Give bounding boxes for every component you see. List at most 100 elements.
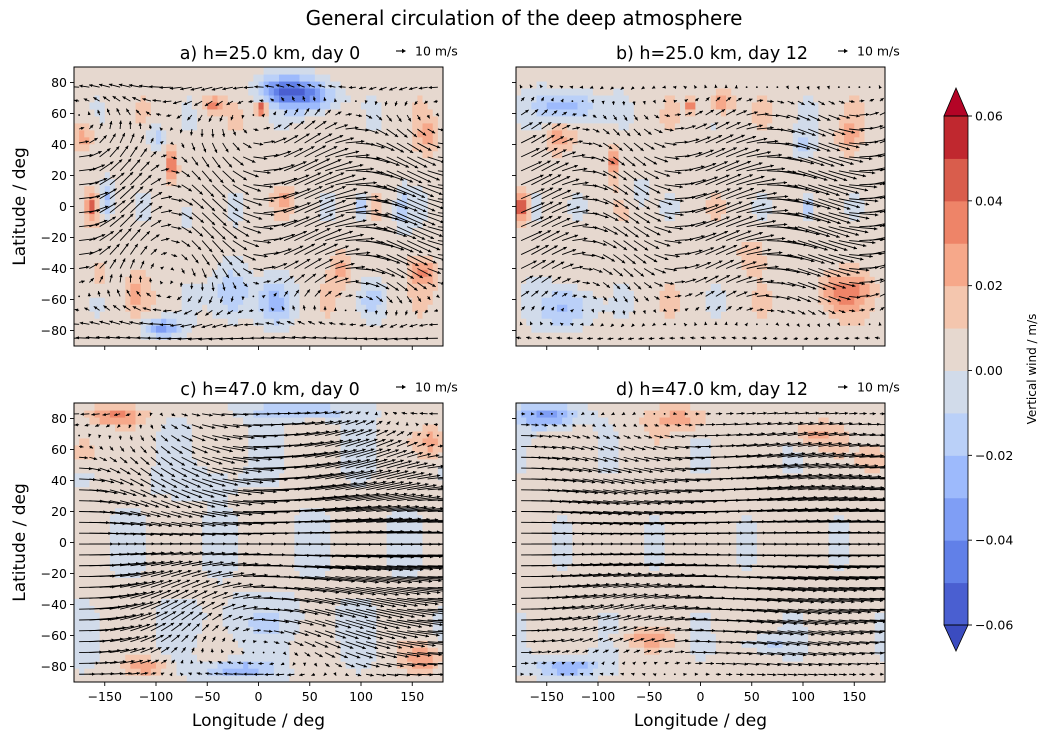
contour-cell (94, 199, 101, 208)
contour-cell (427, 143, 434, 152)
contour-cell (115, 318, 121, 326)
contour-cell (320, 108, 326, 117)
contour-cell (396, 332, 403, 340)
wind-vector (79, 84, 90, 88)
wind-vector (304, 258, 322, 269)
contour-cell (849, 297, 855, 305)
wind-vector (253, 128, 259, 132)
contour-cell (695, 248, 702, 256)
contour-cell (130, 143, 137, 152)
contour-cell (639, 297, 645, 305)
contour-cell (84, 199, 90, 208)
contour-cell (864, 325, 871, 333)
contour-cell (156, 192, 162, 201)
contour-cell (161, 80, 167, 89)
contour-cell (869, 213, 876, 222)
contour-cell (166, 73, 172, 82)
contour-cell (516, 332, 522, 340)
wind-vector (176, 114, 182, 119)
contour-cell (181, 304, 188, 312)
contour-cell (166, 199, 172, 208)
contour-cell (787, 311, 794, 319)
contour-cell (598, 227, 604, 235)
contour-cell (741, 304, 748, 312)
contour-cell (715, 234, 722, 242)
contour-cell (849, 283, 855, 291)
contour-cell (171, 227, 178, 235)
contour-cell (120, 276, 126, 284)
contour-cell (551, 269, 558, 277)
wind-vector (427, 128, 436, 134)
contour-cell (813, 213, 819, 222)
contour-cell (202, 262, 208, 270)
contour-cell (217, 185, 224, 194)
wind-vector (163, 309, 172, 313)
contour-cell (376, 213, 383, 222)
contour-cell (366, 290, 372, 298)
contour-cell (166, 164, 172, 173)
contour-cell (181, 283, 188, 291)
contour-cell (284, 262, 290, 270)
contour-cell (186, 94, 193, 103)
contour-cell (516, 276, 522, 284)
contour-cell (156, 108, 162, 117)
contour-cell (715, 339, 722, 346)
contour-cell (335, 262, 342, 270)
contour-cell (633, 241, 640, 249)
contour-cell (710, 290, 717, 298)
contour-cell (115, 255, 121, 263)
contour-cell (391, 101, 398, 110)
contour-cell (222, 171, 229, 180)
contour-cell (562, 311, 568, 319)
wind-vector (273, 124, 282, 130)
contour-cell (531, 206, 538, 215)
contour-cell (284, 157, 290, 166)
contour-cell (335, 73, 342, 82)
contour-cell (335, 276, 342, 284)
wind-vector (212, 323, 223, 328)
contour-cell (350, 241, 357, 249)
contour-cell (355, 220, 362, 229)
contour-cell (582, 304, 589, 312)
contour-cell (248, 255, 254, 263)
contour-cell (516, 255, 522, 263)
contour-cell (135, 269, 142, 277)
contour-cell (330, 241, 336, 249)
contour-cell (818, 276, 825, 284)
contour-cell (335, 283, 342, 291)
contour-cell (145, 213, 152, 222)
contour-cell (150, 199, 157, 208)
contour-cell (381, 339, 388, 346)
contour-cell (618, 318, 625, 326)
wind-vector (379, 86, 387, 91)
contour-cell (726, 297, 732, 305)
wind-vector (128, 121, 132, 130)
contour-cell (345, 108, 352, 117)
contour-cell (238, 108, 244, 117)
contour-cell (705, 311, 712, 319)
contour-cell (422, 164, 429, 173)
contour-cell (268, 115, 275, 124)
contour-cell (156, 339, 162, 346)
contour-cell (84, 108, 90, 117)
contour-cell (731, 283, 737, 291)
contour-cell (674, 304, 681, 312)
contour-cell (391, 304, 398, 312)
contour-cell (756, 255, 763, 263)
contour-cell (294, 234, 301, 242)
wind-vector (307, 83, 316, 88)
contour-cell (120, 262, 126, 270)
contour-cell (243, 262, 249, 270)
wind-vector (376, 296, 384, 303)
contour-cell (396, 129, 403, 138)
contour-cell (238, 101, 244, 110)
contour-cell (787, 227, 794, 235)
contour-cell (253, 122, 260, 131)
contour-cell (304, 101, 311, 110)
contour-cell (669, 255, 676, 263)
contour-cell (79, 339, 85, 346)
contour-cell (644, 318, 650, 326)
contour-cell (849, 234, 855, 242)
contour-cell (145, 318, 152, 326)
contour-cell (130, 94, 137, 103)
